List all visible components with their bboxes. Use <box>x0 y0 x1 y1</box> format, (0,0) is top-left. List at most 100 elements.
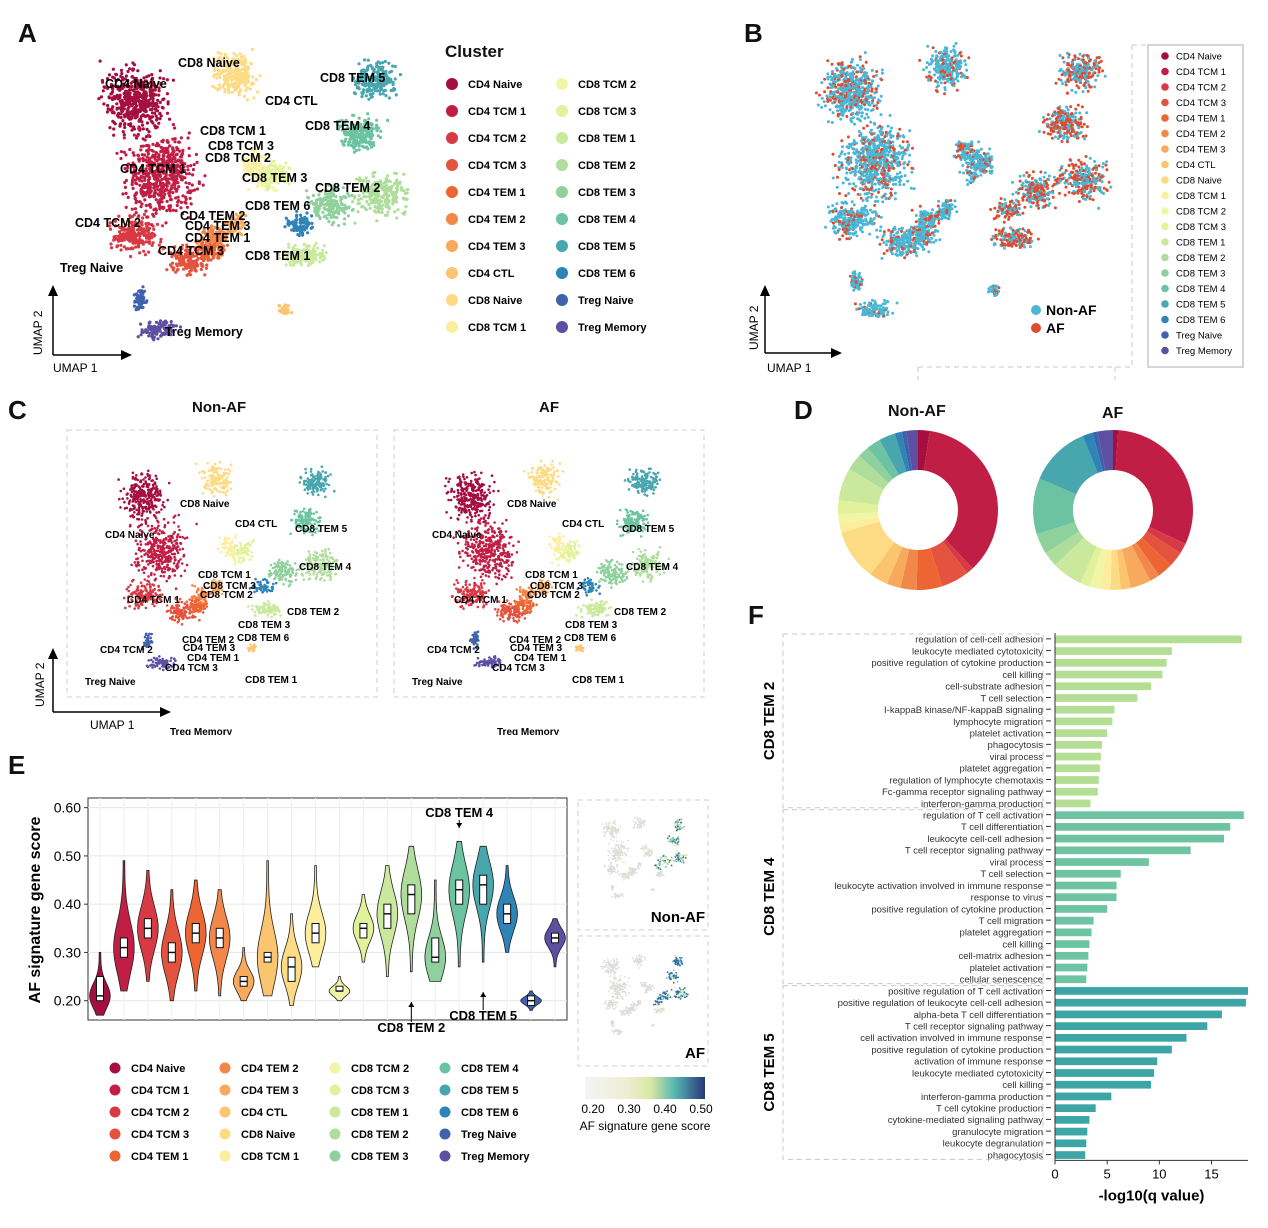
small-legend-swatch <box>1161 346 1169 355</box>
small-legend-swatch <box>1161 331 1169 339</box>
go-term-label: regulation of cell-cell adhesion <box>915 635 1043 646</box>
umap-c-label: CD8 TCM 1 <box>198 570 251 581</box>
go-term-label: T cell receptor signaling pathway <box>905 1021 1043 1032</box>
legend-label: CD4 Naive <box>468 79 522 91</box>
small-legend-label: CD8 TEM 3 <box>1176 269 1225 280</box>
umap-c-label: Treg Naive <box>412 677 463 688</box>
violin-ytick: 0.60 <box>54 800 81 816</box>
go-term-label: T cell selection <box>980 869 1043 880</box>
umap-c-label: CD8 TEM 2 <box>614 607 667 618</box>
legend-label: CD8 TCM 2 <box>578 79 636 91</box>
colorbar-title: AF signature gene score <box>580 1119 711 1133</box>
go-term-label: regulation of lymphocyte chemotaxis <box>889 775 1043 786</box>
donut-slice <box>1141 531 1181 566</box>
violin-chart: AF signature gene score 0.20 0.30 0.40 0.50… <box>27 797 713 1163</box>
legend-swatch <box>556 267 568 279</box>
go-xlabel: -log10(q value) <box>1099 1187 1205 1204</box>
go-bar <box>1055 1127 1088 1136</box>
go-term-label: cell killing <box>1002 670 1043 681</box>
go-term-label: cellular senescence <box>960 975 1043 986</box>
violin-legend-swatch <box>219 1128 231 1140</box>
go-bar <box>1055 998 1246 1007</box>
small-legend-label: CD8 TEM 1 <box>1176 238 1225 249</box>
umap-c-label: CD8 TEM 5 <box>622 524 675 535</box>
small-legend-label: CD8 TCM 3 <box>1176 222 1226 233</box>
panel-f: F regulation of cell-cell adhesion leukoc… <box>740 600 1268 1228</box>
colorbar-tick: 0.30 <box>617 1102 641 1116</box>
go-bar <box>1055 916 1094 925</box>
violin-legend-swatch <box>329 1106 341 1118</box>
violin-legend-label: CD4 TEM 1 <box>131 1151 188 1163</box>
legend-swatch <box>446 132 458 144</box>
go-group-label: CD8 TEM 5 <box>761 1033 778 1111</box>
go-bar <box>1055 1022 1208 1030</box>
go-term-label: positive regulation of cytokine producti… <box>871 658 1043 669</box>
violin-legend-label: CD4 TCM 3 <box>131 1129 189 1141</box>
violin-shape <box>232 947 255 1002</box>
legend-swatch <box>446 321 458 333</box>
violin-box <box>431 937 440 963</box>
legend-label: CD8 TEM 2 <box>578 160 635 172</box>
violin-legend-swatch <box>109 1062 121 1074</box>
violin-legend-label: CD8 Naive <box>241 1129 295 1141</box>
small-legend-label: CD8 TCM 1 <box>1176 191 1226 202</box>
go-term-label: leukocyte cell-cell adhesion <box>927 834 1043 845</box>
small-legend-label: Treg Naive <box>1176 331 1222 342</box>
umap-c-label: CD4 TEM 3 <box>183 643 236 654</box>
panel-label-f: F <box>748 600 764 630</box>
go-bar <box>1055 729 1108 737</box>
go-bar <box>1055 1045 1172 1054</box>
go-bar <box>1055 881 1117 890</box>
legend-label: CD4 CTL <box>468 268 515 280</box>
go-term-label: cell activation involved in immune respo… <box>860 1033 1043 1044</box>
violin-legend-swatch <box>439 1150 451 1162</box>
umap-c-label: CD8 TEM 1 <box>245 675 298 686</box>
group-swatch <box>1031 305 1041 315</box>
legend-label: CD4 TEM 3 <box>468 241 525 253</box>
umap-c: CD4 Naive CD4 TCM 1 CD4 TCM 2 CD4 TCM 3 CD4 … <box>33 429 705 735</box>
donut-slice <box>839 516 880 533</box>
panel-label-b: B <box>744 18 763 48</box>
go-term-label: platelet aggregation <box>960 928 1043 939</box>
legend-label: CD4 TEM 1 <box>468 187 525 199</box>
violin-legend-swatch <box>439 1106 451 1118</box>
umap-c-label: CD4 TCM 1 <box>127 595 180 606</box>
donut-charts <box>838 430 1193 590</box>
violin-legend-swatch <box>329 1084 341 1096</box>
donut-slice <box>838 468 884 505</box>
small-legend-label: CD4 Naive <box>1176 52 1222 63</box>
go-bar <box>1055 846 1191 855</box>
go-bar <box>1055 987 1248 995</box>
umap-c-label: CD4 TEM 1 <box>187 653 240 664</box>
umap-c-label: CD4 TCM 3 <box>492 663 545 674</box>
legend-swatch <box>446 213 458 225</box>
umap-c-label: CD8 Naive <box>180 499 230 510</box>
go-bar <box>1055 1151 1086 1159</box>
legend-label: CD8 Naive <box>468 295 522 307</box>
donut-slice <box>838 512 879 524</box>
legend-label: CD8 TEM 5 <box>578 241 635 253</box>
inset-label-nonaf: Non-AF <box>651 909 705 926</box>
go-term-label: regulation of T cell activation <box>923 811 1043 822</box>
donut-slice <box>1131 542 1160 581</box>
umap-c-label: CD4 TCM 2 <box>427 645 480 656</box>
umap-c-axes: UMAP 1 UMAP 2 <box>33 648 171 732</box>
violin-box <box>287 956 296 982</box>
colorbar <box>585 1077 705 1099</box>
umap-a-xlabel: UMAP 1 <box>53 361 98 375</box>
violin-legend-swatch <box>219 1062 231 1074</box>
go-bar <box>1055 1092 1112 1101</box>
violin-legend-swatch <box>109 1128 121 1140</box>
umap-c-label: CD8 TEM 2 <box>287 607 340 618</box>
go-term-label: leukocyte mediated cytotoxicity <box>912 646 1043 657</box>
donut-slice <box>867 439 899 479</box>
go-term-label: T cell selection <box>980 693 1043 704</box>
go-bar <box>1055 694 1138 702</box>
small-legend-label: CD4 CTL <box>1176 160 1216 171</box>
legend-label: Treg Memory <box>578 322 647 334</box>
go-term-label: cell-substrate adhesion <box>945 682 1043 693</box>
umap-a-label: Treg Naive <box>60 261 123 275</box>
violin-shape <box>304 865 327 968</box>
umap-a-label: CD8 TCM 2 <box>205 151 271 165</box>
umap-c-label: CD4 Naive <box>105 530 155 541</box>
